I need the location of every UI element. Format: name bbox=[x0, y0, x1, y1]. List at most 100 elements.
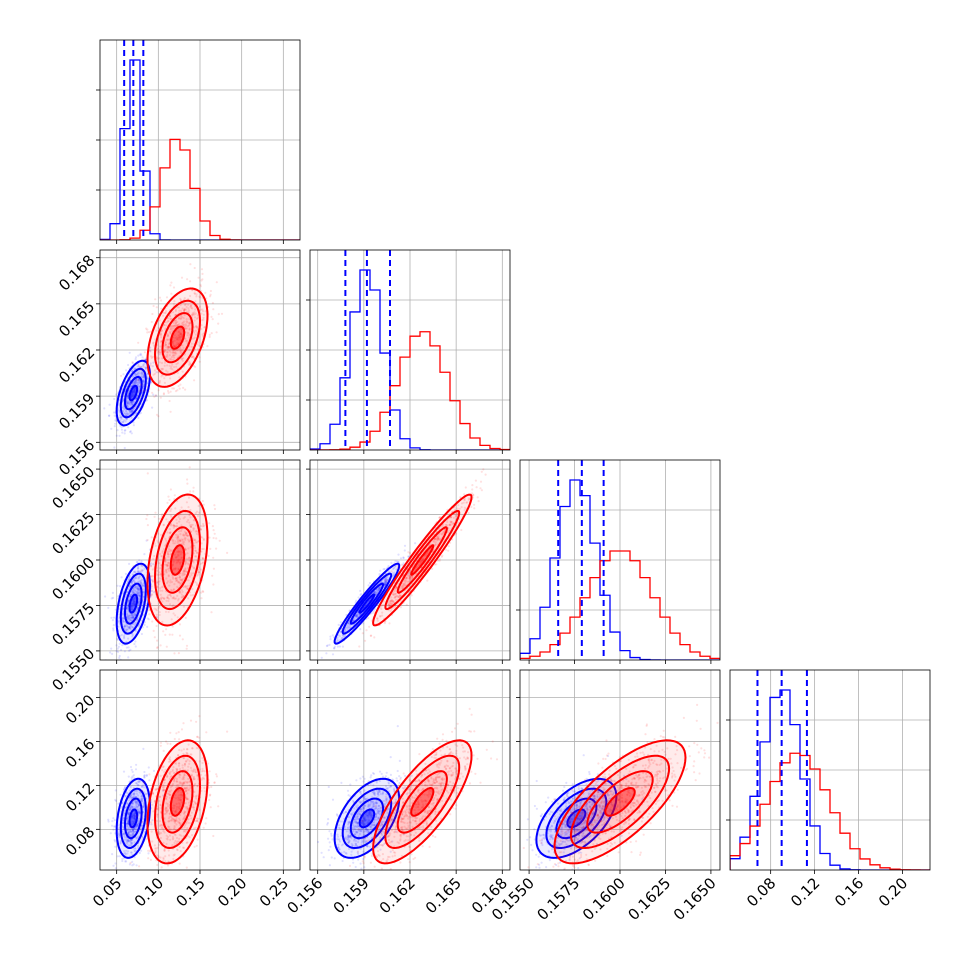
scatter-point bbox=[135, 379, 138, 382]
scatter-point bbox=[328, 643, 331, 647]
scatter-point bbox=[137, 364, 140, 367]
scatter-point bbox=[134, 382, 137, 385]
scatter-point bbox=[175, 338, 178, 341]
scatter-point bbox=[183, 309, 186, 312]
scatter-point bbox=[188, 513, 191, 517]
scatter-point bbox=[187, 309, 191, 312]
scatter-point bbox=[147, 852, 150, 855]
scatter-point bbox=[139, 571, 142, 574]
scatter-point bbox=[173, 339, 176, 342]
scatter-point bbox=[146, 538, 149, 542]
scatter-point bbox=[188, 324, 191, 327]
scatter-point bbox=[172, 523, 175, 527]
scatter-point bbox=[184, 337, 187, 340]
scatter-point bbox=[165, 296, 169, 299]
scatter-point bbox=[133, 389, 136, 392]
scatter-point bbox=[126, 401, 129, 405]
scatter-point bbox=[136, 593, 139, 596]
scatter-point bbox=[178, 590, 181, 593]
scatter-point bbox=[157, 573, 160, 577]
scatter-point bbox=[200, 312, 203, 315]
scatter-point bbox=[174, 349, 177, 352]
scatter-point bbox=[373, 591, 376, 594]
scatter-point bbox=[169, 581, 172, 584]
scatter-point bbox=[185, 501, 188, 504]
scatter-point bbox=[180, 333, 183, 336]
scatter-point bbox=[188, 322, 191, 325]
scatter-point bbox=[167, 555, 170, 558]
scatter-point bbox=[480, 470, 483, 473]
scatter-point bbox=[395, 568, 398, 571]
scatter-point bbox=[152, 342, 155, 345]
scatter-point bbox=[173, 494, 176, 497]
scatter-point bbox=[374, 593, 378, 597]
scatter-point bbox=[113, 425, 116, 428]
scatter-point bbox=[176, 371, 179, 375]
scatter-point bbox=[127, 577, 131, 580]
scatter-point bbox=[184, 568, 187, 571]
scatter-point bbox=[131, 409, 134, 412]
scatter-point bbox=[190, 304, 193, 307]
scatter-point bbox=[112, 624, 115, 627]
contour-series-0 bbox=[115, 562, 152, 645]
scatter-point bbox=[190, 342, 193, 345]
scatter-point bbox=[176, 324, 180, 327]
scatter-point bbox=[165, 599, 168, 602]
scatter-point bbox=[172, 311, 175, 314]
scatter-point bbox=[145, 773, 148, 777]
scatter-point bbox=[120, 576, 123, 579]
scatter-point bbox=[193, 331, 196, 334]
scatter-point bbox=[167, 319, 170, 323]
scatter-point bbox=[162, 314, 165, 317]
scatter-point bbox=[194, 580, 197, 584]
scatter-point bbox=[386, 579, 389, 582]
scatter-point bbox=[183, 570, 186, 573]
scatter-point bbox=[348, 627, 351, 630]
scatter-point bbox=[132, 390, 135, 393]
scatter-point bbox=[180, 528, 183, 531]
scatter-point bbox=[131, 361, 134, 364]
scatter-point bbox=[178, 341, 181, 344]
y-tick-label: 0.168 bbox=[55, 251, 98, 294]
scatter-point bbox=[133, 389, 136, 392]
scatter-point bbox=[118, 855, 121, 858]
scatter-point bbox=[376, 589, 380, 592]
scatter-point bbox=[179, 539, 182, 542]
scatter-point bbox=[127, 775, 130, 778]
scatter-point bbox=[156, 539, 159, 542]
scatter-point bbox=[135, 864, 138, 867]
scatter-point bbox=[178, 542, 181, 545]
scatter-point bbox=[179, 560, 182, 564]
scatter-point bbox=[152, 373, 155, 376]
contour-series-1 bbox=[146, 493, 209, 627]
scatter-point bbox=[181, 334, 184, 337]
scatter-point bbox=[126, 625, 130, 628]
scatter-point bbox=[479, 487, 482, 490]
scatter-point bbox=[130, 614, 133, 617]
scatter-point bbox=[178, 538, 181, 541]
scatter-point bbox=[173, 560, 176, 563]
scatter-point bbox=[212, 529, 215, 532]
scatter-point bbox=[166, 338, 169, 341]
scatter-point bbox=[133, 388, 136, 392]
scatter-point bbox=[159, 593, 162, 596]
scatter-point bbox=[155, 615, 158, 618]
scatter-point bbox=[142, 582, 145, 585]
scatter-point bbox=[123, 429, 126, 432]
scatter-point bbox=[110, 616, 113, 619]
scatter-point bbox=[181, 540, 184, 543]
scatter-point bbox=[189, 294, 192, 298]
scatter-point bbox=[164, 560, 167, 563]
scatter-point bbox=[179, 533, 182, 536]
scatter-point bbox=[172, 612, 175, 615]
scatter-point bbox=[213, 507, 217, 511]
scatter-point bbox=[194, 546, 197, 550]
scatter-point bbox=[136, 373, 139, 376]
scatter-point bbox=[103, 407, 106, 410]
scatter-point bbox=[128, 625, 131, 628]
scatter-point bbox=[142, 588, 145, 591]
scatter-point bbox=[191, 588, 194, 591]
scatter-point bbox=[132, 588, 135, 591]
scatter-point bbox=[196, 326, 199, 329]
